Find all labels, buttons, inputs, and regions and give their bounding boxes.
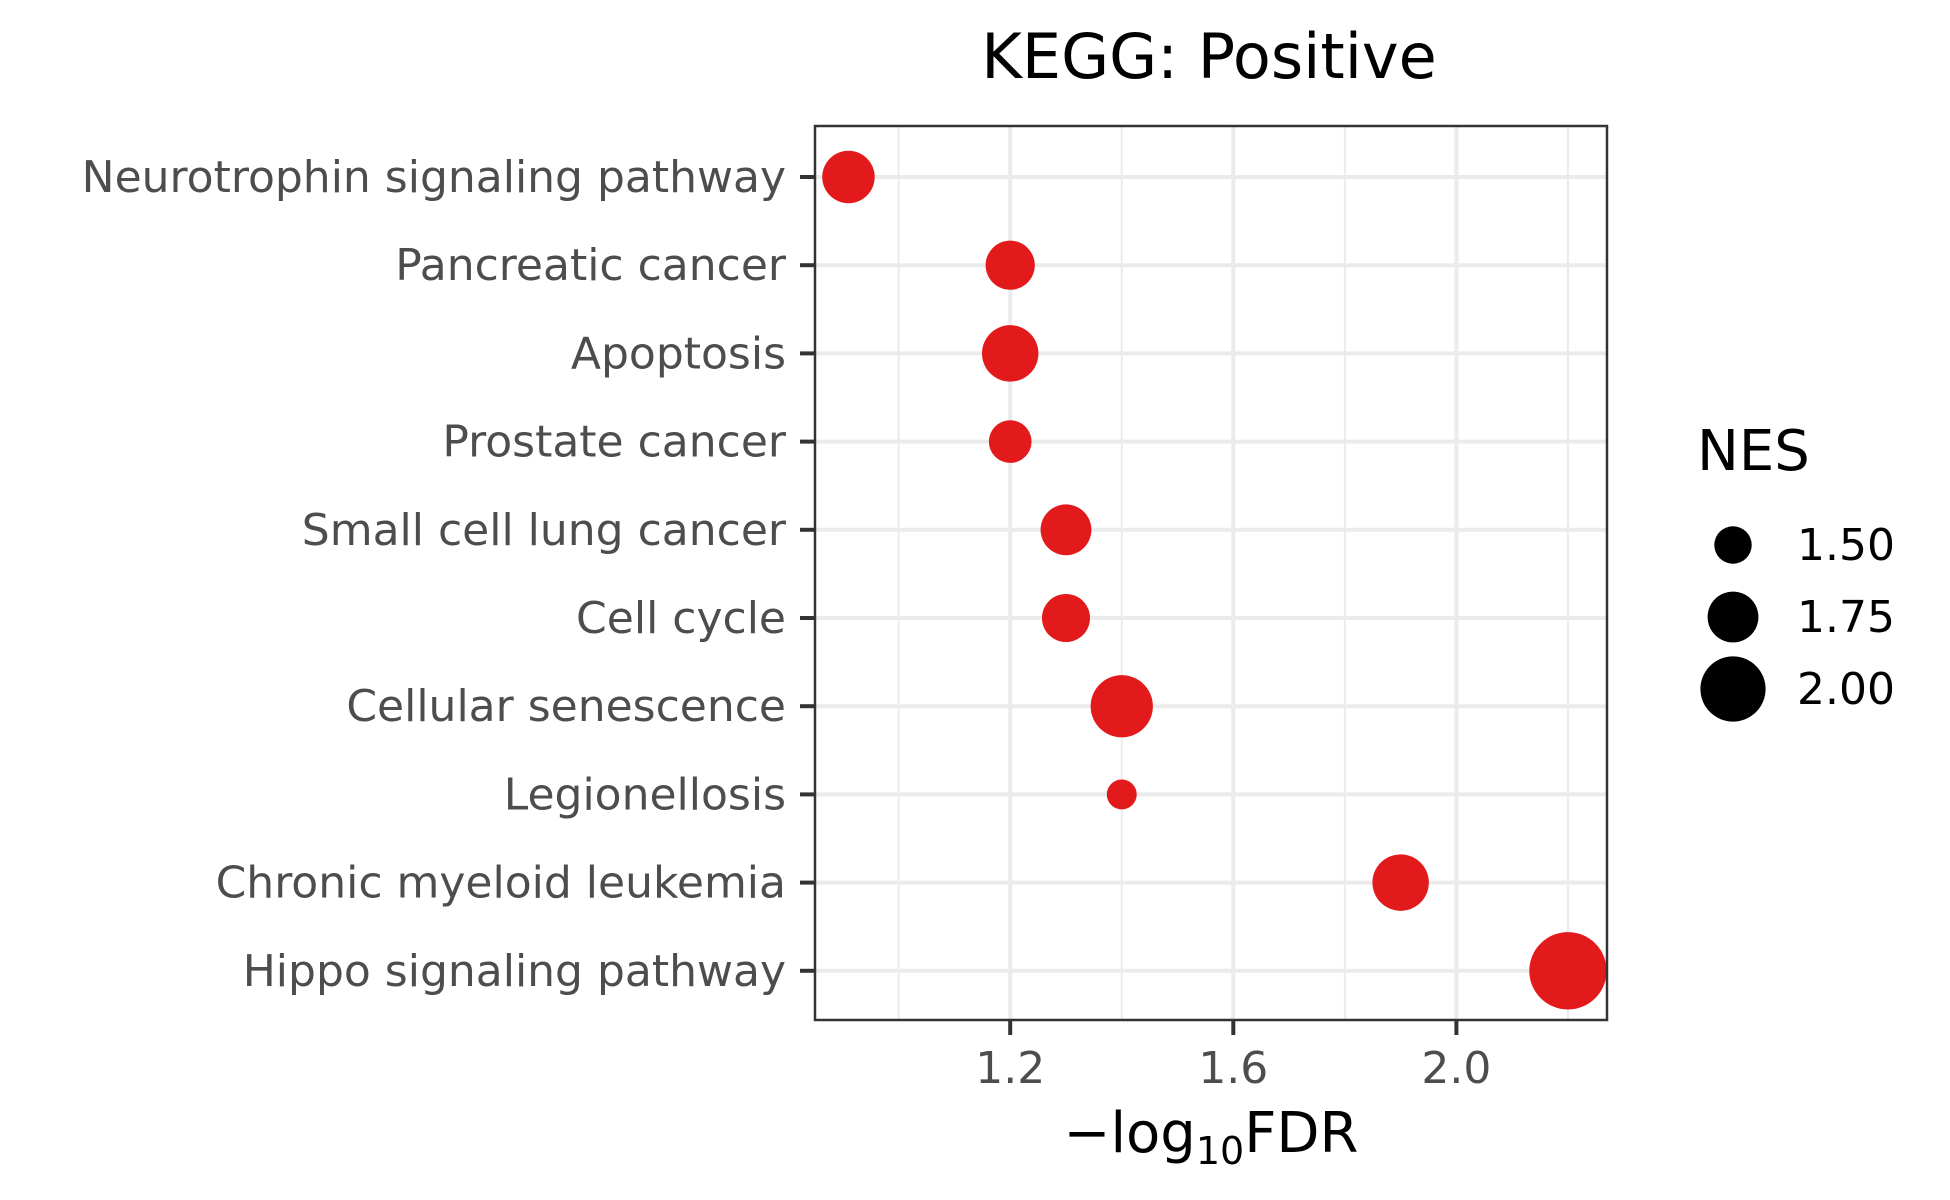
y-tick-label: Small cell lung cancer: [302, 505, 787, 556]
size-legend: NES 1.50 1.75 2.00: [1697, 419, 1895, 722]
plot-panel: [813, 124, 1609, 1022]
legend-key: [1707, 591, 1759, 643]
legend-key: [1714, 526, 1752, 564]
x-axis-title-prefix: −log: [1064, 1101, 1196, 1166]
chart-title: KEGG: Positive: [981, 20, 1437, 93]
legend-key: [1700, 656, 1766, 722]
y-tick-label: Neurotrophin signaling pathway: [82, 152, 786, 203]
y-tick-label: Legionellosis: [504, 769, 786, 820]
data-point: [1040, 504, 1092, 556]
y-tick-label: Cell cycle: [576, 593, 786, 644]
data-point: [822, 150, 875, 204]
data-point: [1041, 593, 1091, 643]
y-tick-label: Prostate cancer: [442, 417, 787, 468]
minor-gridlines-x: [897, 126, 1569, 1020]
panel-border: [813, 124, 1609, 1022]
legend-items: 1.50 1.75 2.00: [1700, 520, 1895, 722]
x-tick-label: 2.0: [1421, 1043, 1491, 1094]
panel-background: [815, 126, 1607, 1020]
data-point: [985, 240, 1035, 290]
y-axis: Neurotrophin signaling pathway Pancreatic…: [82, 152, 815, 997]
y-tick-label: Apoptosis: [571, 328, 786, 379]
legend-title: NES: [1697, 419, 1810, 484]
data-point: [1372, 854, 1429, 911]
data-point: [1529, 932, 1607, 1010]
x-axis-title: −log10FDR: [1064, 1101, 1359, 1173]
legend-label: 1.50: [1797, 520, 1895, 571]
data-point: [988, 420, 1032, 463]
y-tick-label: Cellular senescence: [346, 681, 786, 732]
x-axis-title-suffix: FDR: [1244, 1101, 1358, 1166]
legend-label: 2.00: [1797, 664, 1895, 715]
data-point: [1090, 675, 1153, 738]
gridlines-y: [815, 175, 1607, 973]
y-tick-label: Chronic myeloid leukemia: [216, 858, 786, 909]
x-tick-label: 1.2: [975, 1043, 1045, 1094]
data-point: [981, 325, 1039, 382]
x-axis-title-subscript: 10: [1196, 1129, 1244, 1173]
y-tick-label: Hippo signaling pathway: [243, 946, 786, 997]
y-tick-label: Pancreatic cancer: [395, 240, 787, 291]
data-points: [822, 150, 1607, 1010]
legend-label: 1.75: [1797, 592, 1895, 643]
x-tick-label: 1.6: [1198, 1043, 1268, 1094]
data-point: [1106, 779, 1137, 810]
x-axis: 1.2 1.6 2.0: [975, 1020, 1491, 1094]
